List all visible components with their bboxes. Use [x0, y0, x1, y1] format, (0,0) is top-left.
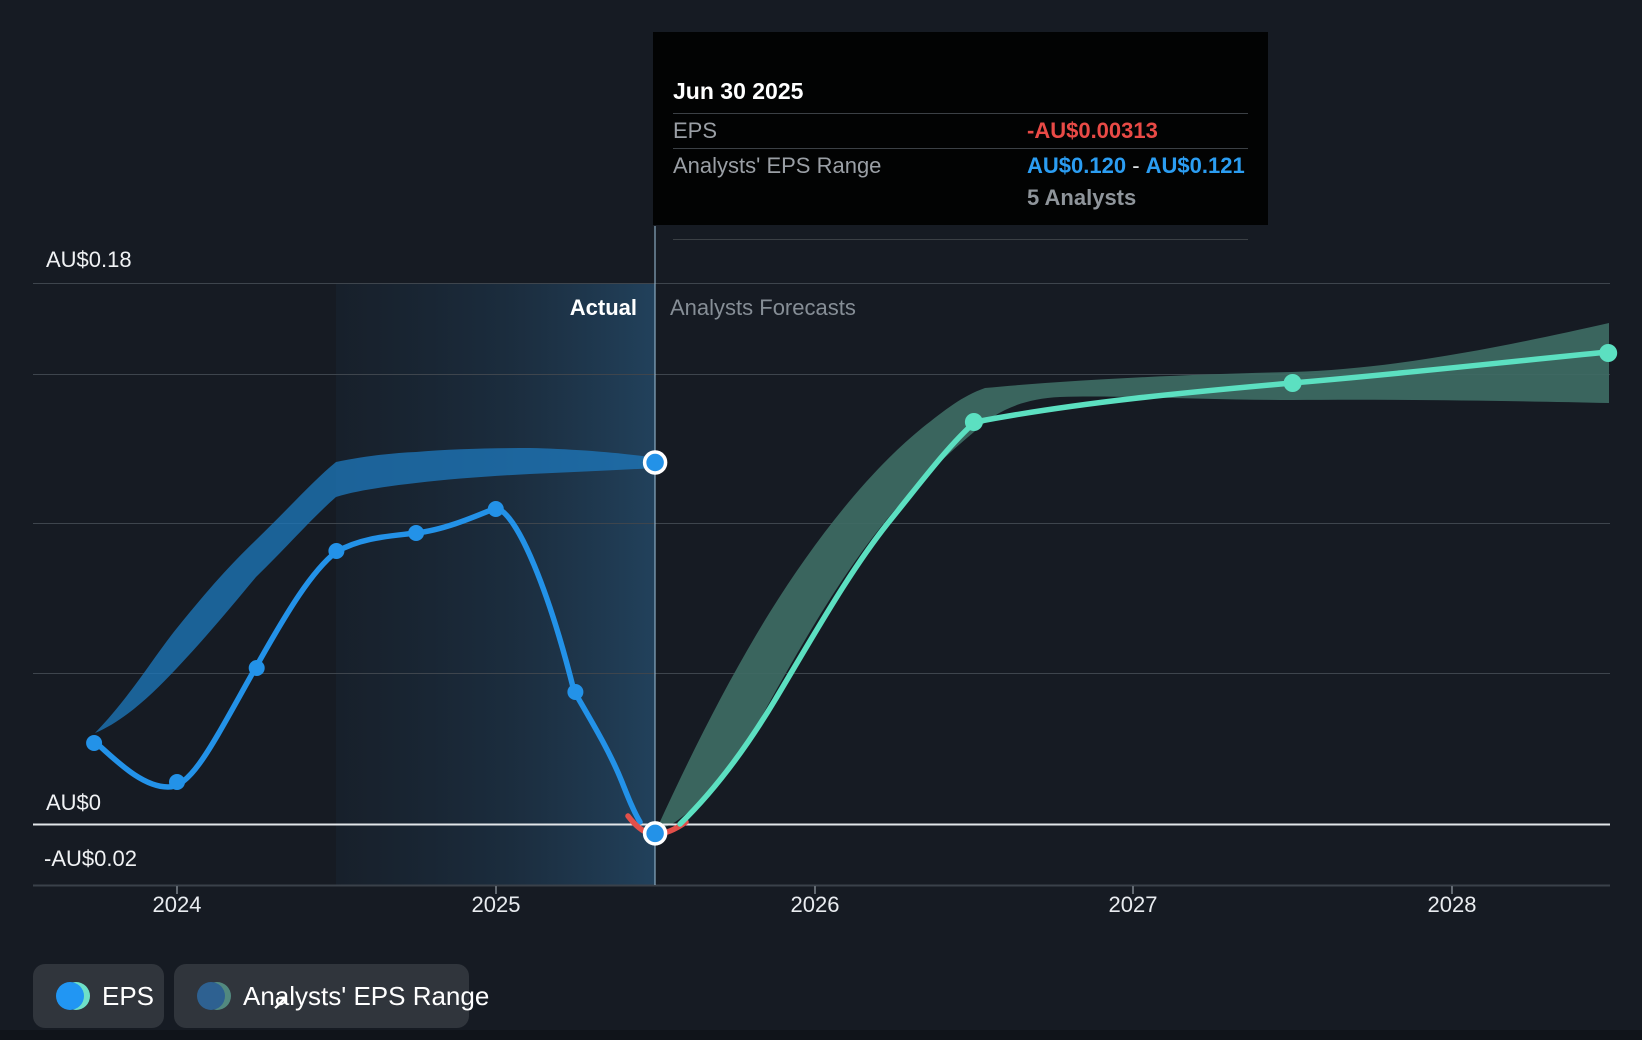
chart-tooltip: Jun 30 2025 EPS -AU$0.00313 Analysts' EP… [653, 32, 1268, 240]
data-point-actual [169, 774, 185, 790]
data-point-forecast [964, 413, 983, 431]
y-axis-label-max: AU$0.18 [46, 247, 132, 272]
x-axis-label-2024: 2024 [152, 892, 202, 917]
x-axis-label-2027: 2027 [1108, 892, 1158, 917]
forecasts-phase-label: Analysts Forecasts [670, 295, 856, 320]
cursor-arrow-icon: ↗ [272, 992, 289, 1014]
x-axis-ticks [176, 886, 1453, 894]
x-axis-label-2026: 2026 [790, 892, 840, 917]
data-point-markers [86, 344, 1618, 846]
data-point-actual [328, 543, 345, 559]
data-point-actual [487, 501, 504, 517]
tooltip-date: Jun 30 2025 [673, 78, 804, 104]
y-axis-label-zero: AU$0 [46, 790, 102, 815]
data-point-actual [567, 684, 584, 700]
tooltip-divider [673, 148, 1248, 149]
eps-forecast-range-band [658, 323, 1609, 828]
eps-forecast-line [677, 349, 1611, 827]
tooltip-range-high: AU$0.121 [1145, 153, 1245, 178]
data-point-forecast [1599, 344, 1618, 362]
highlight-region [336, 284, 655, 885]
legend-item-eps[interactable]: EPS [33, 964, 164, 1028]
y-axis-label-min: -AU$0.02 [44, 846, 137, 871]
data-point-actual [248, 660, 265, 676]
data-point-estimate [642, 450, 668, 475]
tooltip-divider [673, 239, 1248, 240]
tooltip-analysts-count: 5 Analysts [1027, 185, 1137, 210]
tooltip-eps-value: -AU$0.00313 [1027, 118, 1158, 143]
tooltip-range-value: AU$0.120 - AU$0.121 [1027, 153, 1245, 179]
tooltip-eps-label: EPS [673, 118, 718, 143]
tooltip-divider [673, 113, 1248, 114]
legend-range-label: Analysts' EPS Range [243, 980, 490, 1011]
gridlines [33, 283, 1610, 674]
legend-eps-label: EPS [102, 980, 155, 1011]
legend-item-analysts-eps-range[interactable]: Analysts' EPS Range [174, 964, 489, 1028]
eps-legend-swatch-icon [56, 982, 90, 1010]
x-axis-label-2028: 2028 [1427, 892, 1477, 917]
x-axis-label-2025: 2025 [471, 892, 521, 917]
tooltip-range-label: Analysts' EPS Range [673, 153, 882, 178]
data-point-actual [642, 821, 668, 846]
actual-phase-label: Actual [569, 295, 637, 320]
data-point-actual [408, 525, 425, 541]
tooltip-range-separator: - [1126, 153, 1146, 178]
data-point-forecast [1283, 374, 1302, 392]
range-legend-swatch-icon [197, 982, 231, 1010]
tooltip-range-low: AU$0.120 [1027, 153, 1127, 178]
x-axis-line [33, 884, 1610, 894]
data-point-actual [86, 735, 103, 751]
bottom-edge-strip [0, 1030, 1642, 1040]
